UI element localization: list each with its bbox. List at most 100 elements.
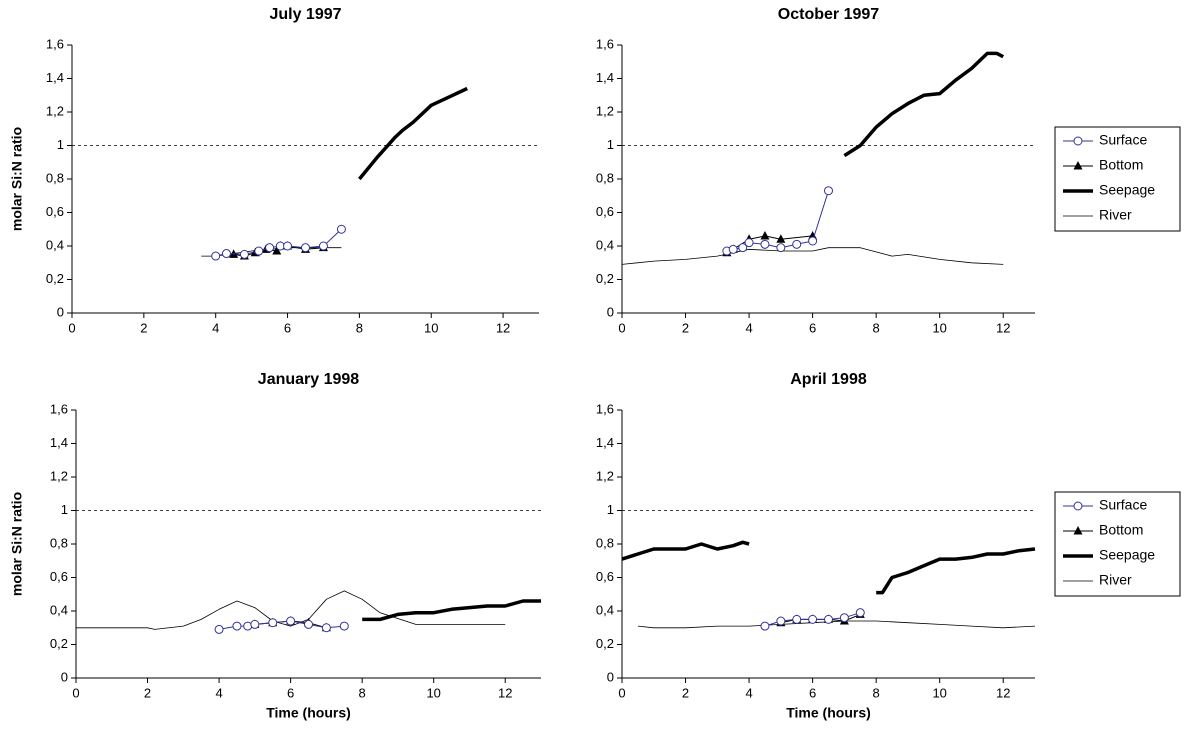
x-tick-label: 6	[809, 685, 816, 700]
x-tick-label: 0	[68, 320, 75, 335]
x-tick-label: 2	[682, 685, 689, 700]
y-tick-label: 1,4	[46, 70, 64, 85]
marker-circle	[792, 614, 802, 624]
y-tick-label: 1,2	[596, 468, 614, 483]
marker-circle	[304, 619, 313, 629]
y-tick-label: 1,6	[596, 36, 614, 51]
x-tick-label: 10	[932, 320, 946, 335]
y-axis-label: molar Si:N ratio	[9, 492, 25, 596]
legend-label: Surface	[1099, 132, 1147, 148]
marker-circle	[792, 239, 802, 249]
chart-title: July 1997	[269, 6, 341, 23]
y-tick-label: 1,4	[50, 435, 68, 450]
x-tick-label: 0	[72, 685, 79, 700]
x-tick-label: 8	[356, 320, 363, 335]
x-tick-label: 0	[618, 685, 625, 700]
series-line	[362, 599, 541, 622]
y-tick-label: 0,8	[50, 535, 68, 550]
x-tick-label: 8	[873, 320, 880, 335]
x-tick-label: 12	[996, 320, 1010, 335]
y-tick-label: 1	[607, 137, 614, 152]
x-tick-label: 12	[996, 685, 1010, 700]
x-tick-label: 4	[215, 685, 222, 700]
y-tick-label: 1,6	[50, 401, 68, 416]
y-tick-label: 0,4	[46, 237, 64, 252]
marker-circle	[339, 621, 349, 631]
legend-label: Seepage	[1099, 547, 1155, 563]
x-axis-label: Time (hours)	[266, 705, 351, 721]
legend-label: Bottom	[1099, 157, 1143, 173]
y-tick-label: 0,8	[596, 535, 614, 550]
marker-circle	[1073, 136, 1083, 146]
x-tick-label: 12	[498, 685, 512, 700]
x-tick-label: 10	[932, 685, 946, 700]
x-tick-label: 6	[284, 320, 291, 335]
y-tick-label: 1,6	[596, 401, 614, 416]
y-tick-label: 0,4	[596, 237, 614, 252]
marker-circle	[283, 241, 293, 251]
marker-circle	[232, 621, 242, 631]
marker-circle	[744, 238, 754, 248]
legend-label: River	[1099, 572, 1132, 588]
x-tick-label: 6	[287, 685, 294, 700]
legend-label: Surface	[1099, 497, 1147, 513]
marker-circle	[318, 241, 328, 251]
y-tick-label: 1,4	[596, 435, 614, 450]
marker-triangle	[760, 230, 770, 240]
y-tick-label: 0,8	[596, 170, 614, 185]
marker-circle	[286, 616, 296, 626]
series-line	[621, 540, 1036, 595]
marker-circle	[1073, 501, 1083, 511]
x-tick-label: 6	[809, 320, 816, 335]
y-tick-label: 0	[57, 304, 64, 319]
chart-title: January 1998	[258, 371, 360, 388]
y-tick-label: 0,2	[596, 271, 614, 286]
marker-circle	[239, 249, 249, 259]
marker-circle	[855, 608, 865, 618]
marker-triangle	[272, 246, 282, 255]
marker-circle	[808, 614, 818, 624]
legend-label: River	[1099, 207, 1132, 223]
y-axis-label: molar Si:N ratio	[9, 127, 25, 231]
series-line	[621, 247, 1004, 265]
marker-triangle	[1073, 526, 1083, 535]
y-tick-label: 1,2	[46, 103, 64, 118]
x-tick-label: 8	[359, 685, 366, 700]
marker-triangle	[776, 234, 786, 243]
marker-triangle	[1073, 161, 1083, 170]
series-line	[215, 228, 342, 257]
marker-circle	[808, 236, 818, 246]
y-tick-label: 0,6	[596, 204, 614, 219]
y-tick-label: 1,2	[50, 468, 68, 483]
y-tick-label: 1	[61, 502, 68, 517]
marker-circle	[728, 244, 738, 254]
y-tick-label: 0,6	[50, 569, 68, 584]
y-tick-label: 1,2	[596, 103, 614, 118]
y-tick-label: 0,8	[46, 170, 64, 185]
y-tick-label: 1,6	[46, 36, 64, 51]
y-tick-label: 0,6	[596, 569, 614, 584]
marker-circle	[250, 619, 260, 629]
marker-circle	[776, 243, 786, 253]
x-tick-label: 8	[873, 685, 880, 700]
y-tick-label: 1	[607, 502, 614, 517]
series-line	[358, 86, 468, 181]
y-tick-label: 1,4	[596, 70, 614, 85]
marker-circle	[301, 243, 310, 253]
x-tick-label: 2	[140, 320, 147, 335]
marker-circle	[211, 251, 221, 261]
y-tick-label: 0,4	[596, 602, 614, 617]
marker-circle	[824, 186, 833, 196]
y-tick-label: 1	[57, 137, 64, 152]
marker-circle	[214, 624, 224, 634]
x-tick-label: 12	[496, 320, 510, 335]
chart-title: October 1997	[778, 6, 879, 23]
y-tick-label: 0,4	[50, 602, 68, 617]
marker-circle	[268, 618, 278, 628]
y-tick-label: 0,6	[46, 204, 64, 219]
y-tick-label: 0,2	[50, 636, 68, 651]
chart-title: April 1998	[790, 371, 867, 388]
y-tick-label: 0,2	[596, 636, 614, 651]
series-line	[843, 51, 1005, 158]
